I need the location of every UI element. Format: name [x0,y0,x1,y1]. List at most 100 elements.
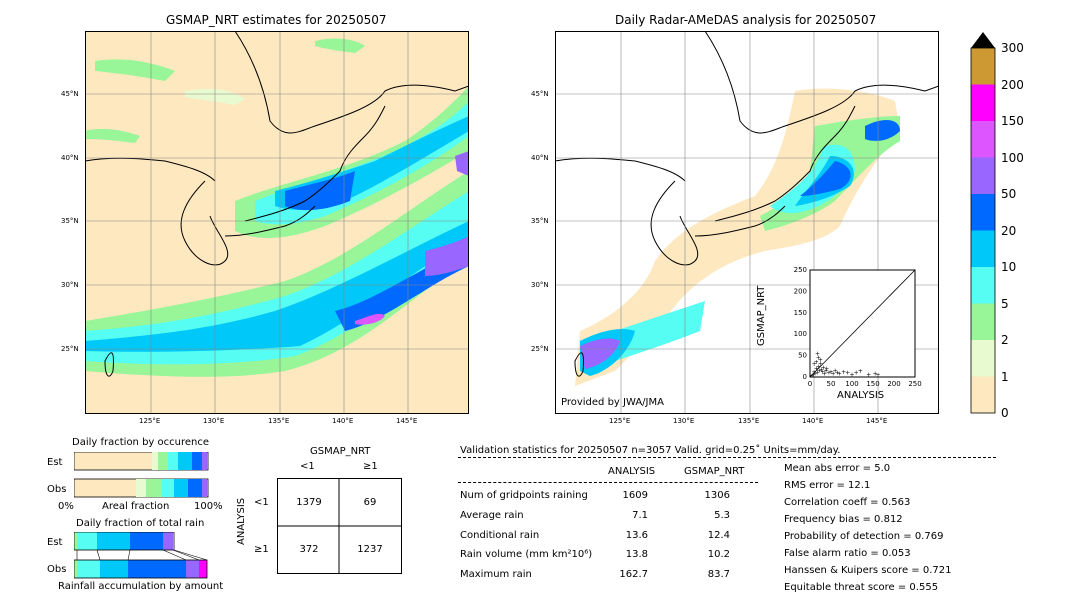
scatter-xtick: 150 [866,380,879,388]
validation-col-analysis: ANALYSIS [608,466,656,477]
colorbar-segment [971,303,995,340]
scatter-point: + [824,365,829,372]
colorbar-segment [971,340,995,377]
colorbar-label: 300 [1001,41,1024,55]
validation-row-analysis: 7.1 [632,510,648,521]
right-lon-label-145: 145°E [866,417,888,425]
colorbar-label: 10 [1001,260,1017,274]
scatter-points: +++++++++++++++++++++ + + + + + + +++++++ [810,350,881,379]
validation-row-label: Rain volume (mm km²10⁶) [460,549,593,560]
left-map-title: GSMAP_NRT estimates for 20250507 [166,13,387,27]
validation-row-label: Conditional rain [460,530,540,541]
scatter-point: + [819,366,824,373]
left-lon-label-140: 140°E [332,417,354,425]
validation-row-gsmap: 1306 [704,490,730,501]
colorbar [970,32,996,414]
contingency-row-axis: ANALYSIS [236,497,247,545]
colorbar-segment [971,194,995,231]
validation-col-gsmap: GSMAP_NRT [684,466,745,477]
colorbar-segment [971,157,995,194]
score-corr: Correlation coeff = 0.563 [784,497,911,508]
validation-row-gsmap: 83.7 [707,569,730,580]
scatter-point: + [866,371,871,378]
right-lon-label-125: 125°E [609,417,631,425]
colorbar-segment [971,84,995,121]
scatter-point: + [831,371,836,378]
colorbar-label: 0 [1001,406,1009,420]
validation-row-gsmap: 5.3 [714,510,730,521]
scatter-point: + [845,370,850,377]
total-rain-est-label: Est [47,537,63,548]
scatter-point: + [813,371,818,378]
contingency-cell-b: 69 [363,497,377,508]
occurrence-title: Daily fraction by occurence [72,437,210,448]
scatter-point: + [812,361,817,368]
contingency-col-lt: <1 [300,461,315,472]
colorbar-label: 5 [1001,296,1009,311]
colorbar-segment [971,267,995,304]
left-map [85,31,469,414]
scatter-xtick: 100 [845,380,858,388]
colorbar-label: 100 [1001,150,1024,165]
scatter-point: + [818,357,823,364]
contingency-title: GSMAP_NRT [310,446,371,457]
colorbar-segment [971,230,995,267]
scatter-point: + [826,370,831,377]
scatter-point: + [828,369,833,376]
right-lat-label-35: 35°N [531,217,549,225]
contingency-grid [277,478,402,574]
scatter-ytick: 50 [798,352,807,360]
scatter-point: + [818,361,823,368]
colorbar-label: 1 [1001,369,1009,384]
right-lon-label-135: 135°E [738,417,760,425]
total-rain-footer: Rainfall accumulation by amount [58,581,224,592]
scatter-point: + [876,372,881,379]
left-lat-label-25: 25°N [61,345,79,353]
scatter-ytick: 150 [794,309,807,317]
scatter-xtick: 200 [887,380,900,388]
left-lon-label-125: 125°E [139,417,161,425]
contingency-cell-c: 372 [299,544,319,555]
validation-divider [458,457,996,458]
occurrence-axis-mid: Areal fraction [102,501,170,512]
right-map-rain-fields [575,88,900,386]
scatter-xlabel: ANALYSIS [837,390,885,401]
total-rain-obs-label: Obs [47,564,67,575]
jma-credit: Provided by JWA/JMA [561,397,664,408]
scatter-point: + [841,369,846,376]
scatter-point: + [817,368,822,375]
right-map-title: Daily Radar-AMeDAS analysis for 20250507 [615,13,877,27]
score-mae: Mean abs error = 5.0 [784,463,891,474]
validation-row-analysis: 13.8 [625,549,648,560]
left-map-grid [85,31,469,414]
scatter-point: + [873,371,878,378]
left-map-coastlines [85,31,469,377]
score-hk: Hanssen & Kuipers score = 0.721 [784,565,952,576]
scatter-point: + [833,368,838,375]
right-lat-label-40: 40°N [531,154,549,162]
colorbar-segment [971,121,995,158]
right-lon-label-140: 140°E [802,417,824,425]
scatter-point: + [822,371,827,378]
left-lat-label-30: 30°N [61,281,79,289]
scatter-ylabel: GSMAP_NRT [756,285,767,346]
contingency-col-ge: ≥1 [363,461,378,472]
validation-row-analysis: 162.7 [619,569,648,580]
colorbar-label: 200 [1001,77,1024,92]
colorbar-label: 2 [1001,333,1009,347]
scatter-point: + [816,355,821,362]
right-lat-label-25: 25°N [531,345,549,353]
left-lat-label-45: 45°N [61,90,79,98]
contingency-row-ge: ≥1 [254,544,269,555]
colorbar-segment [971,48,995,85]
validation-row-analysis: 13.6 [625,530,648,541]
score-rms: RMS error = 12.1 [784,480,871,491]
scatter-xtick: 50 [827,380,836,388]
scatter-ytick: 250 [794,266,807,274]
score-ets: Equitable threat score = 0.555 [784,582,939,593]
scatter-point: + [835,370,840,377]
right-lon-label-130: 130°E [673,417,695,425]
scatter-xtick: 250 [908,380,921,388]
contingency-cell-d: 1237 [357,544,383,555]
scatter-xtick: 0 [808,380,812,388]
